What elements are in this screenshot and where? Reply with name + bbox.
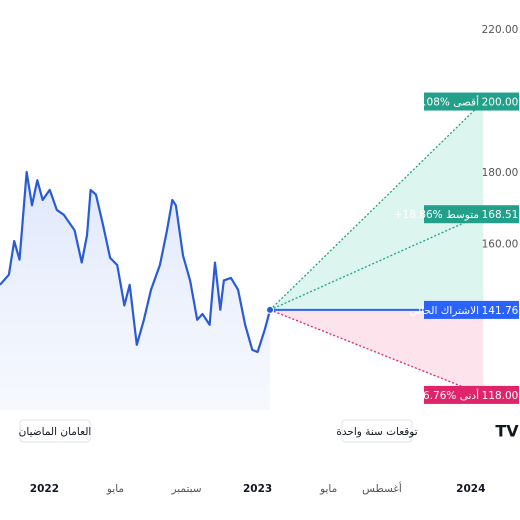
target-label: الاشتراك الحالي	[409, 305, 479, 317]
price-label: 200.00	[482, 97, 519, 109]
price-label-box	[481, 385, 519, 404]
tv-logo: TV	[495, 422, 519, 441]
target-name: متوسط	[446, 209, 479, 221]
svg-text:TV: TV	[495, 422, 519, 441]
annotation: العامان الماضيان	[19, 426, 92, 438]
price-label-box	[481, 92, 519, 111]
x-tick-label: 2024	[456, 483, 485, 495]
target-label: +18.86% متوسط	[394, 209, 479, 221]
annotation-box	[19, 419, 91, 443]
target-name: الاشتراك الحالي	[409, 305, 479, 317]
target-label: -16.76% أدنى	[413, 388, 480, 402]
target-label-box	[424, 385, 481, 404]
forecast-line	[269, 213, 484, 311]
x-tick-label: سبتمبر	[170, 483, 201, 495]
downside-area	[270, 309, 484, 395]
x-tick-label: 2023	[243, 483, 272, 495]
price-label: 168.51	[482, 209, 519, 221]
price-label: 118.00	[482, 390, 519, 402]
x-tick-label: 2022	[30, 483, 59, 495]
target-name: أدنى	[460, 388, 479, 402]
y-tick-label: 180.00	[482, 167, 519, 179]
price-label-box	[481, 205, 519, 224]
target-name: أقصى	[453, 95, 479, 109]
target-label-box	[424, 300, 481, 319]
price-label-box	[481, 300, 519, 319]
target-change: +41.08%	[401, 97, 450, 109]
forecast-line	[269, 101, 484, 311]
target-change: -16.76%	[413, 390, 457, 402]
y-tick-label: 220.00	[482, 24, 519, 36]
y-tick-label: 160.00	[482, 239, 519, 251]
past-area	[0, 172, 271, 410]
x-tick-label: أغسطس	[362, 481, 402, 495]
x-tick-label: مايو	[106, 483, 124, 495]
price-label: 141.76	[482, 305, 519, 317]
annotation: توقعات سنة واحدة	[336, 426, 417, 438]
target-label-box	[424, 205, 481, 224]
target-label: +41.08% أقصى	[401, 95, 479, 109]
x-tick-label: مايو	[319, 483, 337, 495]
price-line	[0, 170, 272, 354]
target-label-box	[424, 92, 481, 111]
target-change: +18.86%	[394, 209, 443, 221]
current-point	[266, 305, 275, 314]
annotation-box	[341, 419, 413, 443]
